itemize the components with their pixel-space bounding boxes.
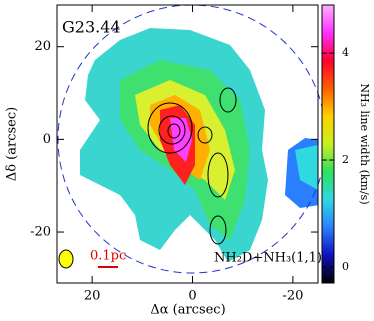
colorbar xyxy=(321,4,335,284)
colorbar-tick-label: 0 xyxy=(342,260,349,273)
contours xyxy=(147,87,237,245)
beam xyxy=(58,249,74,269)
x-tick-label: -20 xyxy=(282,289,303,304)
y-tick-label: 0 xyxy=(43,132,51,147)
annotation: 0.1pc xyxy=(90,249,126,264)
colorbar-label: NH₃ line width (km/s) xyxy=(358,83,371,204)
y-tick-label: 20 xyxy=(34,39,51,54)
chart-title: G23.44 xyxy=(62,18,121,37)
colorbar-tick-label: 4 xyxy=(342,46,349,59)
emission xyxy=(295,145,318,190)
y-tick-label: -20 xyxy=(30,225,51,240)
plot-frame xyxy=(56,4,319,284)
annotation: NH₂D+NH₃(1,1) xyxy=(214,251,322,266)
x-tick-label: 0 xyxy=(188,289,196,304)
map xyxy=(80,28,318,262)
y-axis-label: Δδ (arcsec) xyxy=(5,107,20,181)
x-axis-label: Δα (arcsec) xyxy=(150,303,225,318)
colorbar-tick-label: 2 xyxy=(342,153,349,166)
x-tick-label: 20 xyxy=(84,289,101,304)
